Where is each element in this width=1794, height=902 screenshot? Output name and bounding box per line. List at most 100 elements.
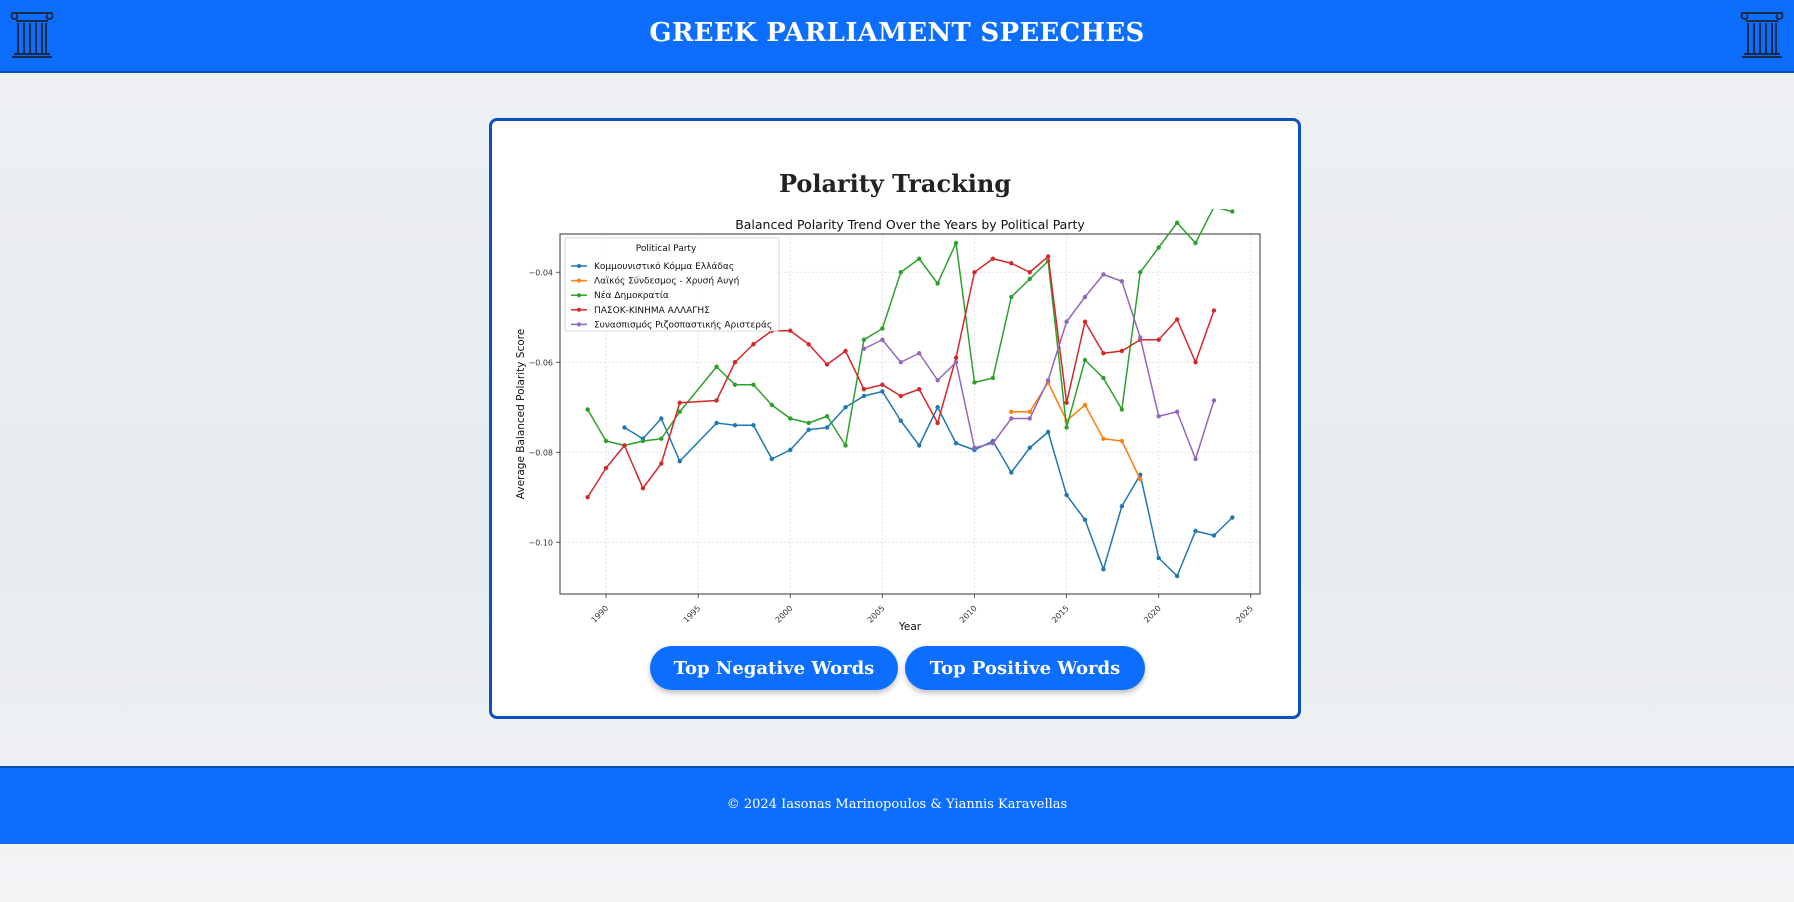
data-point (1082, 319, 1088, 324)
x-tick-label: 2025 (1234, 604, 1255, 625)
data-point (622, 425, 627, 430)
data-point (1193, 360, 1198, 365)
data-point (1101, 567, 1106, 572)
data-point (843, 348, 848, 354)
legend-entry: Συνασπισμός Ριζοσπαστικής Αριστεράς (594, 319, 772, 330)
data-point (1027, 416, 1032, 421)
y-axis-label: Average Balanced Polarity Score (515, 329, 527, 499)
x-tick-label: 1990 (590, 604, 611, 625)
legend-marker (577, 264, 581, 268)
legend-entry: ΠΑΣΟΚ-ΚΙΝΗΜΑ ΑΛΛΑΓΗΣ (594, 306, 710, 316)
data-point (769, 456, 775, 462)
polarity-line-chart: Balanced Polarity Trend Over the Years b… (515, 209, 1261, 633)
data-point (1101, 351, 1106, 356)
y-tick-label: −0.08 (528, 448, 553, 457)
data-point (1009, 416, 1014, 421)
copyright-text: © 2024 Iasonas Marinopoulos & Yiannis Ka… (726, 797, 1068, 812)
data-point (1045, 378, 1051, 383)
data-point (917, 256, 922, 261)
data-point (1156, 337, 1161, 342)
data-point (1101, 272, 1106, 277)
data-point (861, 337, 867, 342)
page-footer: © 2024 Iasonas Marinopoulos & Yiannis Ka… (0, 766, 1794, 844)
data-point (990, 375, 996, 381)
data-point (1045, 254, 1051, 259)
data-point (972, 445, 977, 450)
data-point (751, 342, 756, 347)
data-point (640, 438, 646, 444)
top-negative-words-button[interactable]: Top Negative Words (650, 646, 898, 690)
data-point (732, 382, 738, 387)
data-point (677, 409, 682, 414)
data-point (1064, 319, 1069, 324)
data-point (640, 486, 646, 491)
data-point (1119, 438, 1125, 444)
polarity-card: Polarity Tracking Balanced Polarity Tren… (489, 118, 1301, 719)
x-tick-label: 2015 (1050, 604, 1071, 625)
legend-entry: Λαϊκός Σύνδεσμος - Χρυσή Αυγή (594, 276, 739, 287)
data-point (935, 405, 940, 410)
data-point (1101, 436, 1106, 441)
data-point (1138, 335, 1143, 340)
data-point (917, 387, 922, 392)
data-point (935, 420, 940, 426)
data-point (824, 362, 830, 367)
data-point (1082, 402, 1088, 408)
data-point (953, 355, 959, 360)
plot-frame (559, 233, 1261, 595)
data-point (1009, 470, 1014, 475)
data-point (788, 328, 793, 333)
data-point (824, 425, 830, 430)
data-point (1174, 220, 1180, 225)
data-point (1119, 504, 1125, 509)
data-point (714, 420, 719, 426)
data-point (1082, 517, 1088, 522)
data-point (917, 351, 922, 356)
data-point (1009, 294, 1014, 300)
data-point (917, 443, 922, 448)
x-tick-label: 2000 (774, 604, 795, 625)
data-point (935, 378, 940, 383)
data-point (880, 382, 885, 387)
legend-title: Political Party (636, 244, 697, 254)
data-point (677, 400, 682, 405)
data-point (861, 387, 867, 392)
series-line-4 (586, 255, 1215, 498)
data-point (751, 423, 756, 428)
data-point (751, 382, 756, 387)
legend-marker (577, 293, 581, 298)
x-tick-label: 2005 (866, 604, 887, 625)
data-point (788, 447, 793, 453)
data-point (898, 360, 903, 365)
data-point (1193, 456, 1198, 462)
data-point (1193, 240, 1198, 246)
page-header: GREEK PARLIAMENT SPEECHES (0, 0, 1794, 73)
y-tick-label: −0.10 (528, 538, 553, 547)
data-point (843, 405, 848, 410)
data-point (1119, 348, 1125, 354)
data-point (1138, 270, 1143, 275)
data-point (861, 393, 867, 399)
data-point (1211, 398, 1217, 403)
data-point (1009, 261, 1014, 266)
data-point (1027, 445, 1032, 450)
data-point (806, 342, 811, 347)
data-point (953, 441, 959, 446)
greek-column-icon (1740, 12, 1784, 58)
data-point (972, 380, 977, 385)
data-point (1174, 317, 1180, 322)
x-tick-label: 2020 (1142, 604, 1163, 625)
legend-entry: Κομμουνιστικό Κόμμα Ελλάδας (594, 261, 734, 272)
data-point (880, 389, 885, 394)
data-point (732, 360, 738, 365)
data-point (769, 402, 775, 408)
data-point (1119, 407, 1125, 412)
data-point (714, 364, 719, 369)
data-point (990, 256, 996, 261)
data-point (824, 414, 830, 419)
data-point (806, 427, 811, 432)
y-tick-label: −0.06 (528, 358, 553, 367)
data-point (953, 360, 959, 365)
chart-title: Balanced Polarity Trend Over the Years b… (735, 217, 1085, 232)
top-positive-words-button[interactable]: Top Positive Words (905, 646, 1145, 690)
